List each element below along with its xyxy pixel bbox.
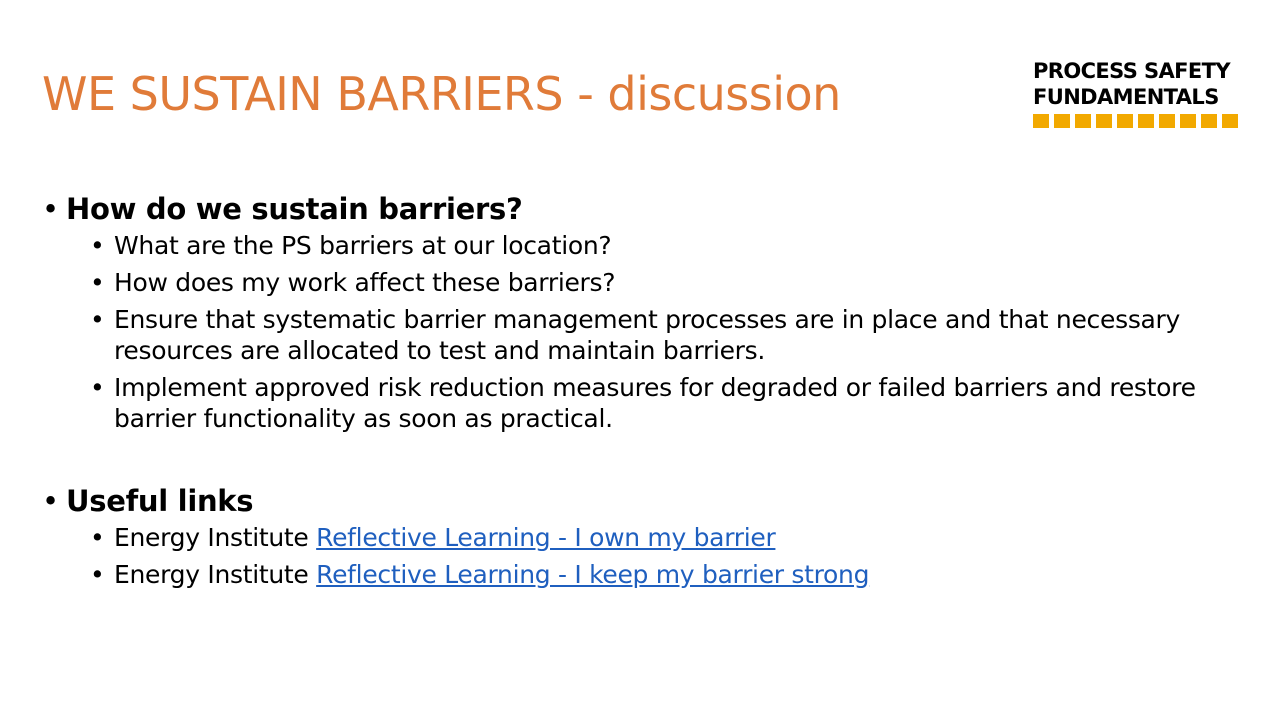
bullet-icon: • [90, 268, 105, 297]
list-item: • Ensure that systematic barrier managem… [66, 304, 1242, 366]
list-item-text: What are the PS barriers at our location… [114, 231, 612, 260]
process-safety-fundamentals-logo: PROCESS SAFETY FUNDAMENTALS [1033, 58, 1247, 128]
list-item-text: Ensure that systematic barrier managemen… [114, 305, 1181, 365]
logo-line-2: FUNDAMENTALS [1033, 85, 1219, 109]
main-bullet-list: • How do we sustain barriers? • What are… [42, 190, 1242, 590]
sub-bullet-list: • What are the PS barriers at our locati… [66, 230, 1242, 434]
list-item-text: Implement approved risk reduction measur… [114, 373, 1196, 433]
logo-bar-segment [1096, 114, 1112, 128]
list-item: • Implement approved risk reduction meas… [66, 372, 1242, 434]
link-prefix: Energy Institute [114, 560, 317, 589]
section-heading: Useful links [66, 484, 254, 518]
logo-bar-segment [1054, 114, 1070, 128]
links-list: • Energy Institute Reflective Learning -… [66, 522, 1242, 590]
logo-bar-segment [1117, 114, 1133, 128]
bullet-icon: • [42, 192, 59, 226]
list-item: • How does my work affect these barriers… [66, 267, 1242, 298]
section-heading: How do we sustain barriers? [66, 192, 523, 226]
slide-body: • How do we sustain barriers? • What are… [42, 190, 1242, 596]
bullet-icon: • [42, 484, 59, 518]
logo-line-1: PROCESS SAFETY [1033, 59, 1231, 83]
logo-bar-segment [1180, 114, 1196, 128]
logo-bar-segment [1222, 114, 1238, 128]
logo-yellow-bar [1033, 114, 1247, 128]
bullet-icon: • [90, 373, 105, 402]
logo-bar-segment [1138, 114, 1154, 128]
section-sustain-barriers: • How do we sustain barriers? • What are… [42, 190, 1242, 434]
list-item: • Energy Institute Reflective Learning -… [66, 559, 1242, 590]
list-item: • Energy Institute Reflective Learning -… [66, 522, 1242, 553]
link-prefix: Energy Institute [114, 523, 317, 552]
logo-bar-segment [1159, 114, 1175, 128]
bullet-icon: • [90, 231, 105, 260]
link-i-own-my-barrier[interactable]: Reflective Learning - I own my barrier [316, 523, 776, 552]
link-i-keep-my-barrier-strong[interactable]: Reflective Learning - I keep my barrier … [316, 560, 870, 589]
section-useful-links: • Useful links • Energy Institute Reflec… [42, 482, 1242, 590]
slide-title: WE SUSTAIN BARRIERS - discussion [42, 67, 841, 121]
list-item-text: How does my work affect these barriers? [114, 268, 616, 297]
bullet-icon: • [90, 305, 105, 334]
bullet-icon: • [90, 560, 105, 589]
logo-bar-segment [1075, 114, 1091, 128]
list-item: • What are the PS barriers at our locati… [66, 230, 1242, 261]
logo-bar-segment [1201, 114, 1217, 128]
logo-bar-segment [1033, 114, 1049, 128]
bullet-icon: • [90, 523, 105, 552]
